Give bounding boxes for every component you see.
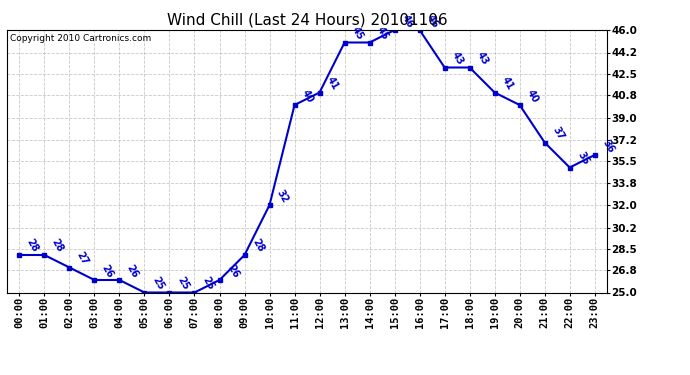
Title: Wind Chill (Last 24 Hours) 20101106: Wind Chill (Last 24 Hours) 20101106 [167,12,447,27]
Text: 43: 43 [450,50,466,67]
Text: 32: 32 [275,188,290,204]
Text: 36: 36 [600,138,615,154]
Text: 25: 25 [150,275,166,292]
Text: 40: 40 [300,87,315,104]
Text: 45: 45 [350,25,366,42]
Text: 26: 26 [225,262,241,279]
Text: 46: 46 [400,12,415,29]
Text: 25: 25 [200,275,215,292]
Text: 41: 41 [325,75,341,92]
Text: 35: 35 [575,150,591,167]
Text: 28: 28 [250,237,266,254]
Text: 45: 45 [375,25,391,42]
Text: 27: 27 [75,250,90,267]
Text: Copyright 2010 Cartronics.com: Copyright 2010 Cartronics.com [10,34,151,43]
Text: 46: 46 [425,12,441,29]
Text: 41: 41 [500,75,515,92]
Text: 28: 28 [25,237,41,254]
Text: 26: 26 [125,262,141,279]
Text: 28: 28 [50,237,66,254]
Text: 25: 25 [175,275,190,292]
Text: 26: 26 [100,262,115,279]
Text: 37: 37 [550,125,566,142]
Text: 40: 40 [525,87,541,104]
Text: 43: 43 [475,50,491,67]
